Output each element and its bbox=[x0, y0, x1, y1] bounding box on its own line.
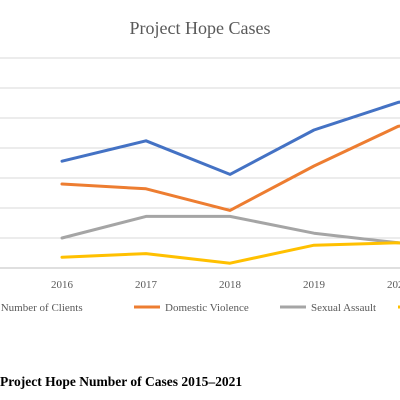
series-line-2 bbox=[60, 124, 400, 212]
divider bbox=[0, 336, 400, 337]
x-tick-label: 2017 bbox=[135, 279, 158, 291]
x-tick-label: 2018 bbox=[219, 279, 242, 291]
x-tick-label: 2019 bbox=[303, 279, 326, 291]
chart-title: Project Hope Cases bbox=[129, 18, 271, 38]
legend-label: Overall Number of Clients bbox=[0, 302, 83, 314]
legend-label: Domestic Violence bbox=[165, 302, 249, 314]
line-chart: 2016 2017 2018 2019 2020 Overall Number of Cl… bbox=[0, 57, 400, 314]
figure-caption: Project Hope Number of Cases 2015–2021 bbox=[0, 374, 243, 389]
series-line-4 bbox=[60, 241, 400, 265]
series-line-1 bbox=[60, 100, 400, 176]
series-line-3 bbox=[60, 214, 400, 245]
x-tick-label: 2020 bbox=[387, 279, 400, 291]
chart-panel: 2016 2017 2018 2019 2020 Overall Number of Cl… bbox=[0, 18, 400, 314]
x-tick-label: 2016 bbox=[51, 279, 74, 291]
legend-label: Sexual Assault bbox=[311, 302, 376, 314]
